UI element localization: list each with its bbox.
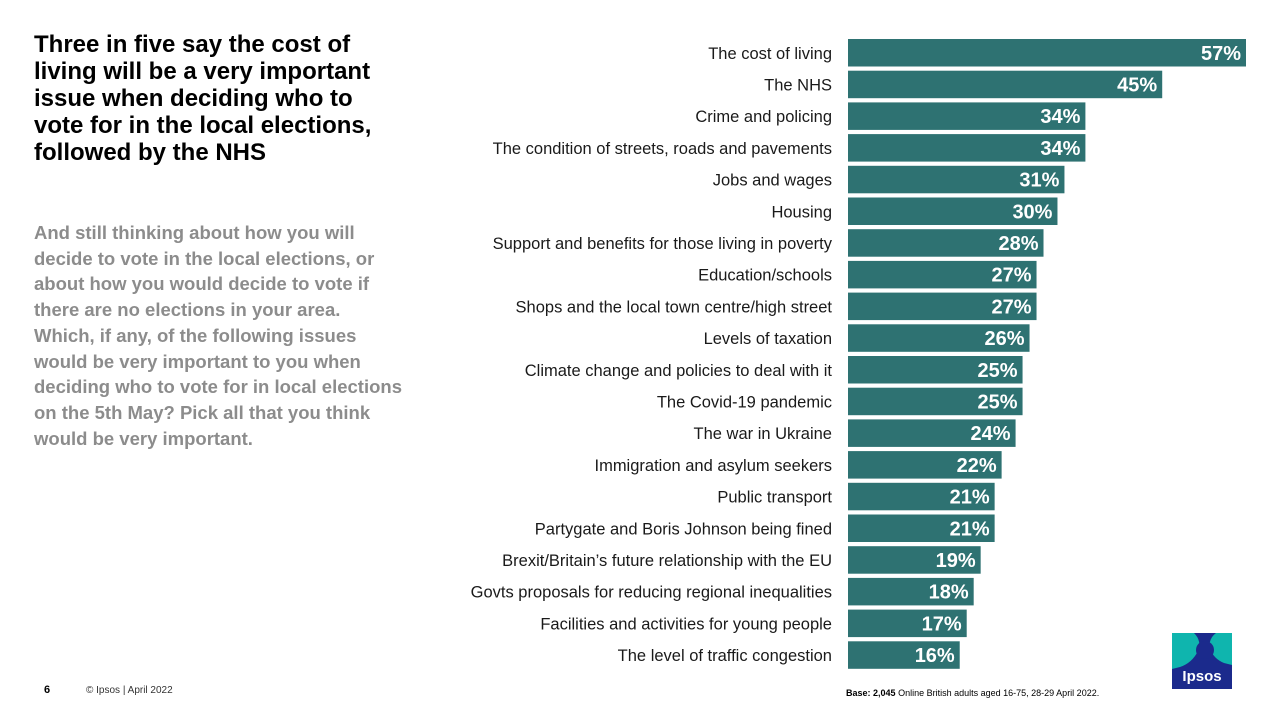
logo-head [1196, 641, 1214, 659]
category-label: The condition of streets, roads and pave… [493, 140, 832, 158]
bar [848, 165, 1065, 194]
bar [848, 229, 1044, 257]
data-label: 34% [1040, 106, 1080, 128]
category-label: Public transport [717, 489, 832, 507]
data-label: 27% [991, 265, 1031, 287]
bar [848, 324, 1030, 352]
data-label: 18% [929, 582, 969, 604]
category-label: Partygate and Boris Johnson being fined [535, 520, 832, 538]
category-label: Facilities and activities for young peop… [540, 615, 832, 633]
copyright-note: © Ipsos | April 2022 [86, 685, 173, 696]
base-note: Base: 2,045 Online British adults aged 1… [846, 688, 1099, 698]
data-label: 31% [1019, 170, 1059, 192]
bar [848, 387, 1023, 416]
data-label: 27% [991, 296, 1031, 318]
base-value: 2,045 [873, 688, 896, 698]
data-label: 30% [1012, 201, 1052, 223]
data-label: 25% [978, 360, 1018, 382]
category-label: Shops and the local town centre/high str… [516, 298, 833, 316]
bar [848, 482, 995, 511]
data-label: 22% [957, 455, 997, 477]
bar [848, 70, 1163, 99]
page-title: Three in five say the cost of living wil… [34, 31, 372, 166]
bar [848, 546, 981, 574]
category-label: Support and benefits for those living in… [493, 235, 833, 253]
category-label: Education/schools [698, 267, 832, 285]
bar [848, 356, 1023, 384]
data-label: 17% [922, 613, 962, 635]
base-text: Online British adults aged 16-75, 28-29 … [898, 688, 1100, 698]
bar [848, 577, 974, 606]
data-label: 45% [1117, 74, 1157, 96]
bar [848, 292, 1037, 321]
data-label: 16% [915, 645, 955, 667]
category-label: The NHS [764, 76, 832, 94]
category-label: Immigration and asylum seekers [594, 457, 832, 475]
bar-chart: The cost of living 57% The NHS 45% Crime and… [471, 39, 1246, 669]
category-label: The level of traffic congestion [618, 647, 832, 665]
data-label: 24% [971, 423, 1011, 445]
page-number: 6 [44, 684, 51, 696]
logo-text: Ipsos [1182, 668, 1221, 685]
bar [848, 197, 1058, 225]
base-label: Base: [846, 688, 871, 698]
data-label: 21% [950, 487, 990, 509]
category-label: Levels of taxation [704, 330, 832, 348]
logo-accent-left [1172, 633, 1200, 669]
data-label: 57% [1201, 43, 1241, 65]
bar [848, 514, 995, 542]
bar [848, 260, 1037, 289]
logo-accent-right [1209, 633, 1232, 665]
category-label: Jobs and wages [713, 172, 832, 190]
category-label: The Covid-19 pandemic [657, 393, 832, 411]
bar [848, 609, 967, 638]
bar [848, 451, 1002, 479]
data-label: 25% [978, 391, 1018, 413]
data-label: 26% [985, 328, 1025, 350]
category-label: Brexit/Britain’s future relationship wit… [502, 552, 832, 570]
category-label: The war in Ukraine [694, 425, 832, 443]
bar [848, 419, 1016, 447]
category-label: The cost of living [708, 45, 832, 63]
category-label: Govts proposals for reducing regional in… [471, 584, 832, 602]
data-label: 34% [1040, 138, 1080, 160]
category-label: Crime and policing [695, 108, 832, 126]
data-label: 19% [936, 550, 976, 572]
ipsos-logo: Ipsos [1172, 633, 1232, 689]
category-label: Climate change and policies to deal with… [525, 362, 833, 380]
bar [848, 134, 1086, 162]
bar [848, 641, 960, 669]
data-label: 21% [950, 518, 990, 540]
survey-question: And still thinking about how you will de… [34, 222, 402, 449]
bar [848, 102, 1086, 130]
category-label: Housing [771, 203, 832, 221]
data-label: 28% [998, 233, 1038, 255]
bar [848, 39, 1246, 67]
